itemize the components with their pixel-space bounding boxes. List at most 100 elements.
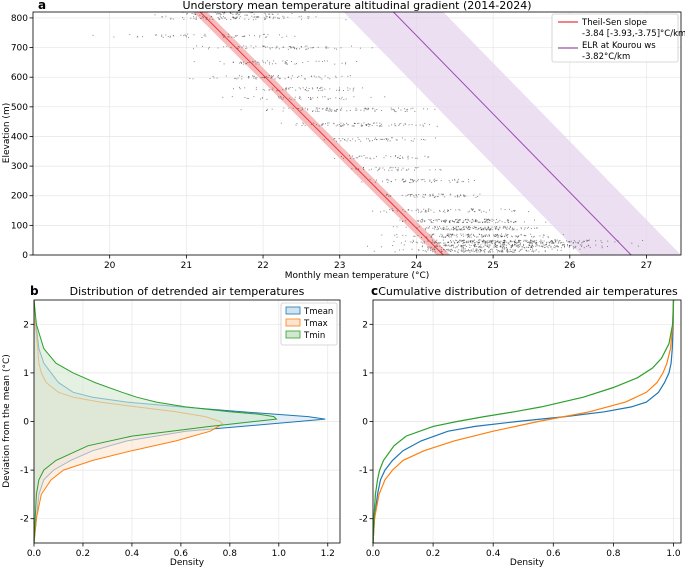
- scatter-point: [411, 124, 413, 126]
- scatter-point: [335, 97, 337, 99]
- scatter-point: [553, 242, 555, 244]
- scatter-point: [480, 227, 482, 229]
- scatter-point: [464, 250, 466, 252]
- scatter-point: [407, 158, 409, 160]
- scatter-point: [479, 245, 480, 247]
- scatter-point: [331, 109, 333, 111]
- scatter-point: [298, 87, 300, 89]
- scatter-point: [566, 240, 567, 242]
- scatter-point: [642, 240, 644, 241]
- scatter-point: [279, 77, 281, 79]
- scatter-point: [451, 249, 453, 251]
- scatter-point: [495, 234, 497, 236]
- scatter-point: [392, 226, 394, 228]
- scatter-point: [467, 235, 469, 237]
- scatter-point: [489, 228, 491, 230]
- panel-a-ytick-label: 200: [11, 192, 28, 202]
- panel-a-xtick-label: 22: [257, 261, 268, 271]
- scatter-point: [442, 234, 443, 236]
- scatter-point: [355, 107, 357, 109]
- scatter-point: [477, 239, 479, 241]
- scatter-point: [353, 87, 355, 89]
- scatter-point: [345, 19, 347, 21]
- scatter-point: [429, 169, 431, 171]
- scatter-point: [390, 195, 392, 197]
- scatter-point: [294, 48, 296, 50]
- scatter-point: [434, 178, 436, 180]
- scatter-point: [471, 242, 473, 244]
- scatter-point: [432, 222, 434, 224]
- scatter-point: [514, 210, 516, 211]
- scatter-point: [532, 250, 534, 252]
- scatter-point: [468, 250, 470, 252]
- scatter-point: [533, 241, 535, 243]
- scatter-point: [430, 250, 432, 251]
- scatter-point: [477, 243, 479, 245]
- scatter-point: [264, 89, 266, 91]
- scatter-point: [457, 229, 459, 231]
- panel-a-title: Understory mean temperature altitudinal …: [182, 0, 531, 12]
- scatter-point: [295, 124, 297, 126]
- scatter-point: [476, 248, 478, 250]
- scatter-point: [483, 241, 485, 243]
- panel-a-xtick-label: 23: [334, 261, 345, 271]
- scatter-point: [252, 75, 253, 77]
- scatter-point: [531, 244, 533, 246]
- scatter-point: [404, 211, 406, 213]
- scatter-point: [460, 194, 462, 196]
- scatter-point: [218, 13, 220, 15]
- scatter-point: [517, 242, 519, 244]
- tmin-cdf-line: [372, 299, 675, 544]
- scatter-point: [515, 220, 517, 222]
- scatter-point: [186, 13, 188, 14]
- scatter-point: [488, 251, 490, 253]
- scatter-point: [291, 75, 293, 77]
- scatter-point: [583, 241, 585, 242]
- scatter-point: [455, 226, 457, 228]
- scatter-point: [402, 167, 404, 169]
- scatter-point: [528, 244, 530, 246]
- scatter-point: [265, 17, 267, 19]
- panel-a-xlabel: Monthly mean temperature (°C): [285, 271, 430, 281]
- scatter-point: [310, 97, 311, 98]
- scatter-point: [136, 36, 138, 38]
- scatter-point: [463, 239, 465, 241]
- scatter-point: [402, 178, 404, 180]
- scatter-point: [480, 244, 482, 246]
- scatter-point: [443, 249, 445, 251]
- scatter-point: [389, 209, 391, 211]
- scatter-point: [558, 241, 560, 243]
- scatter-point: [416, 220, 418, 222]
- scatter-point: [420, 220, 422, 222]
- scatter-point: [241, 36, 243, 38]
- scatter-point: [193, 13, 195, 15]
- scatter-point: [352, 90, 354, 92]
- scatter-point: [489, 241, 490, 243]
- scatter-point: [267, 76, 269, 78]
- scatter-point: [489, 251, 491, 253]
- scatter-point: [439, 209, 441, 211]
- scatter-point: [452, 220, 453, 222]
- scatter-point: [458, 241, 460, 242]
- legend-tmax-label: Tmax: [303, 319, 328, 329]
- scatter-point: [455, 219, 457, 221]
- scatter-point: [515, 245, 517, 247]
- scatter-point: [335, 110, 337, 112]
- scatter-point: [453, 221, 455, 223]
- scatter-point: [469, 240, 471, 242]
- scatter-point: [448, 244, 450, 246]
- scatter-point: [443, 226, 445, 228]
- scatter-point: [370, 96, 372, 98]
- scatter-point: [271, 76, 273, 78]
- scatter-point: [304, 89, 306, 91]
- scatter-point: [356, 109, 358, 111]
- scatter-point: [334, 47, 336, 49]
- scatter-point: [437, 242, 439, 244]
- scatter-point: [511, 228, 513, 230]
- theil-sen-slope-line: [199, 11, 444, 256]
- scatter-point: [387, 182, 389, 183]
- scatter-point: [545, 244, 547, 246]
- scatter-point: [260, 98, 261, 100]
- scatter-point: [428, 226, 430, 228]
- scatter-point: [223, 63, 225, 65]
